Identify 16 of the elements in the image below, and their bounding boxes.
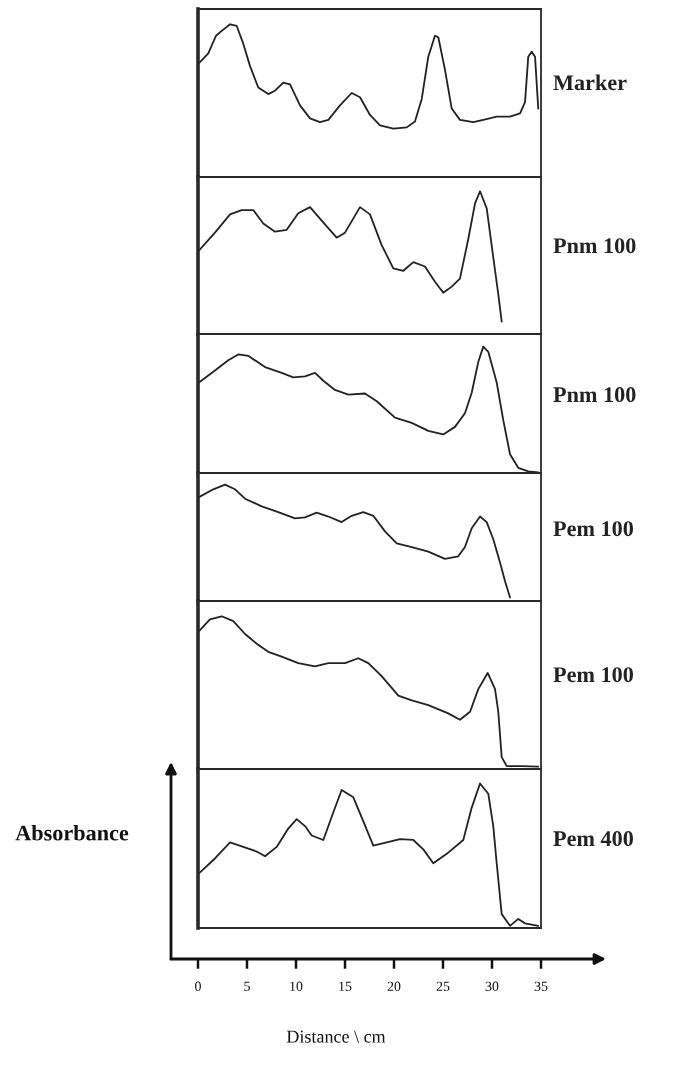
x-tick-label: 0 (195, 981, 201, 991)
x-axis-title: Distance \ cm (286, 1030, 386, 1043)
x-tick-label: 35 (534, 981, 548, 991)
x-tick-label: 20 (387, 981, 401, 991)
x-tick-label: 25 (436, 981, 450, 991)
series-label: Marker (553, 74, 627, 91)
text: Pnm 100 (553, 387, 636, 403)
x-tick-label: 5 (244, 981, 250, 991)
x-tick-label: 30 (485, 981, 499, 991)
text: Pem 400 (553, 831, 633, 847)
text: Pem 100 (553, 521, 633, 537)
y-axis-title: Absorbance (15, 824, 129, 841)
x-tick-label: 10 (290, 981, 303, 991)
text: Pem 100 (553, 667, 633, 683)
text: Pnm 100 (553, 238, 636, 254)
x-tick-label: 15 (339, 981, 352, 991)
